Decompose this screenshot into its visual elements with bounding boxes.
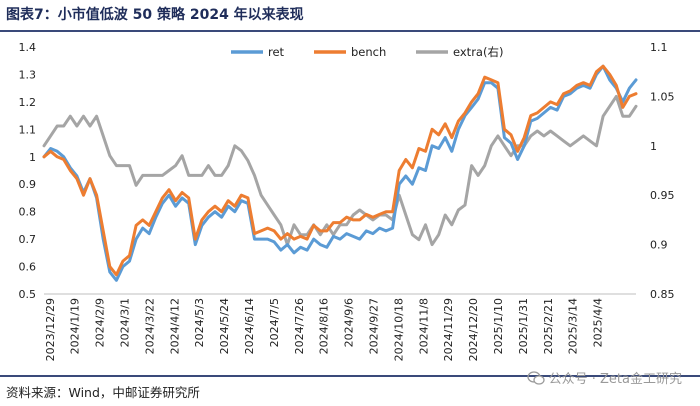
x-tick-label: 2024/4/12 (168, 298, 181, 354)
x-tick-label: 2024/7/5 (268, 298, 281, 347)
legend-label-bench: bench (351, 45, 386, 59)
x-tick-label: 2024/3/22 (143, 298, 156, 354)
legend-label-ret: ret (268, 45, 285, 59)
right-tick-label: 0.85 (650, 288, 675, 301)
chart-title: 图表7：小市值低波 50 策略 2024 年以来表现 (6, 7, 304, 23)
left-tick-label: 0.5 (19, 288, 37, 301)
x-tick-label: 2025/1/10 (492, 298, 505, 354)
right-tick-label: 1.05 (650, 90, 675, 103)
x-tick-label: 2025/3/14 (567, 298, 580, 354)
right-tick-label: 1 (650, 140, 657, 153)
left-tick-label: 1.2 (19, 96, 37, 109)
left-tick-label: 0.7 (19, 233, 37, 246)
legend-label-extra: extra(右) (453, 45, 503, 59)
wechat-icon (526, 371, 545, 385)
x-tick-label: 2024/11/29 (442, 298, 455, 361)
series-line-extra (42, 94, 638, 247)
x-tick-label: 2024/8/16 (318, 298, 331, 354)
left-tick-label: 0.9 (19, 178, 37, 191)
x-tick-label: 2024/9/6 (343, 298, 356, 347)
x-tick-label: 2024/2/9 (94, 298, 107, 347)
x-tick-label: 2024/11/8 (417, 298, 430, 354)
x-tick-label: 2024/12/20 (467, 298, 480, 361)
right-tick-label: 0.95 (650, 189, 675, 202)
left-tick-label: 1.4 (19, 41, 37, 54)
footer-divider (0, 375, 700, 377)
line-chart: 1.4 1.3 1.2 1.1 1 0.9 0.8 0.7 0.6 0.5 1.1 1.05 1 0.9… (19, 41, 675, 361)
x-tick-label: 2025/1/31 (517, 298, 530, 354)
x-tick-label: 2024/10/18 (392, 298, 405, 361)
series-line-bench (42, 64, 638, 277)
series-line-ret (42, 64, 638, 282)
series-lines (42, 64, 638, 282)
x-axis: 2023/12/29 2024/1/19 2024/2/9 2024/3/1 2024/… (44, 293, 636, 361)
watermark-text: 公众号 · Zeta金工研究 (548, 372, 682, 387)
x-tick-label: 2024/3/1 (119, 298, 132, 347)
x-tick-label: 2025/4/4 (592, 298, 605, 347)
left-tick-label: 1.1 (19, 123, 37, 136)
left-axis: 1.4 1.3 1.2 1.1 1 0.9 0.8 0.7 0.6 0.5 (19, 41, 37, 301)
source-note: 资料来源：Wind，中邮证券研究所 (6, 385, 200, 400)
right-tick-label: 0.9 (650, 239, 668, 252)
x-tick-label: 2025/2/21 (542, 298, 555, 354)
x-tick-label: 2024/7/26 (293, 298, 306, 354)
x-tick-label: 2024/6/14 (243, 298, 256, 354)
x-tick-label: 2024/5/3 (193, 298, 206, 347)
right-axis: 1.1 1.05 1 0.95 0.9 0.85 (650, 41, 675, 301)
legend: ret bench extra(右) (231, 45, 503, 59)
x-tick-label: 2024/5/24 (218, 298, 231, 354)
x-tick-label: 2024/1/19 (69, 298, 82, 354)
left-tick-label: 1.3 (19, 68, 37, 81)
x-tick-label: 2023/12/29 (44, 298, 57, 361)
left-tick-label: 0.6 (19, 261, 37, 274)
left-tick-label: 0.8 (19, 206, 37, 219)
watermark: 公众号 · Zeta金工研究 (526, 368, 682, 387)
left-tick-label: 1 (29, 151, 36, 164)
right-tick-label: 1.1 (650, 41, 668, 54)
x-tick-label: 2024/9/27 (368, 298, 381, 354)
title-divider (0, 30, 700, 32)
